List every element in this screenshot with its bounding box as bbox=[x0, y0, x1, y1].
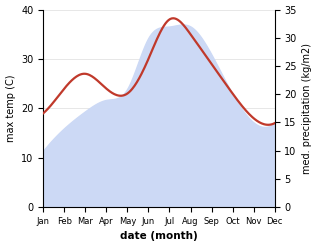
X-axis label: date (month): date (month) bbox=[120, 231, 198, 242]
Y-axis label: max temp (C): max temp (C) bbox=[5, 75, 16, 142]
Y-axis label: med. precipitation (kg/m2): med. precipitation (kg/m2) bbox=[302, 43, 313, 174]
